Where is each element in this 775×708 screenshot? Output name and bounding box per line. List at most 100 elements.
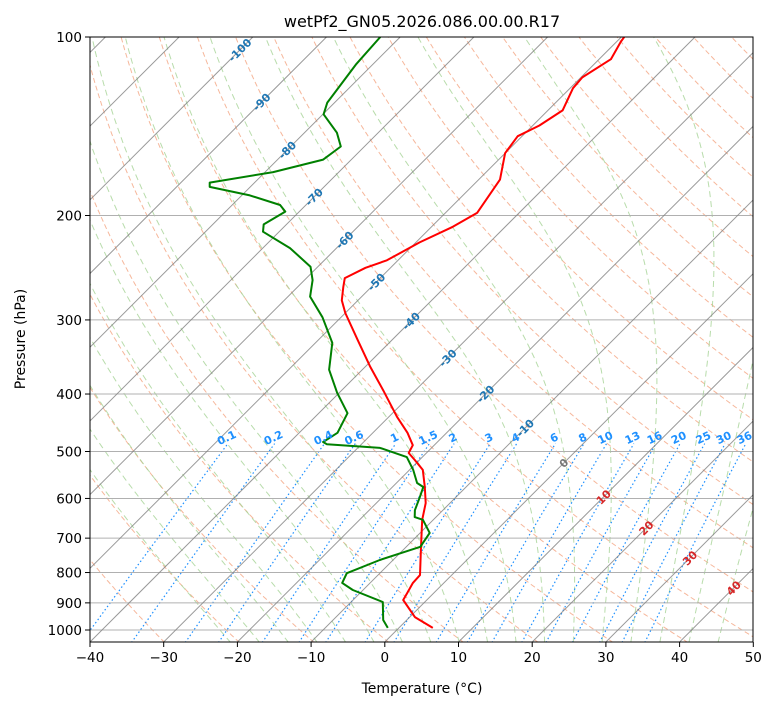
dry-adiabat-line [90,293,390,642]
mixing-ratio-label: 16 [645,429,665,447]
moist-adiabat-line [90,336,318,642]
moist-adiabat-line [688,357,753,642]
mixing-ratio-label: 25 [694,429,713,447]
mixing-ratio-line [521,443,635,642]
isotherm-line [90,37,622,570]
background-lines [90,37,775,643]
mixing-ratio-label: 3 [483,430,495,445]
mixing-ratio-label: 36 [735,429,755,447]
y-axis-label: Pressure (hPa) [13,289,29,389]
mixing-ratio-line [90,443,229,632]
isotherm-line [162,51,753,642]
mixing-ratio-label: 13 [623,429,642,447]
mixing-ratio-label: 20 [669,429,689,447]
dry-adiabat-line [692,37,753,100]
moist-adiabat-line [90,428,260,642]
mixing-ratio-line [261,443,397,642]
dry-adiabat-line [770,37,775,643]
x-tick-label: −20 [223,650,252,666]
x-tick-label: −10 [297,650,326,666]
dewpoint-trace [208,37,431,629]
x-tick-label: 30 [597,650,614,666]
dry-adiabat-line [90,63,539,642]
mixing-ratio-line [364,443,491,642]
moist-adiabat-line [653,37,715,642]
mixing-ratio-label: 8 [577,430,589,445]
isotherm-line [531,420,753,642]
chart-title: wetPf2_GN05.2026.086.00.00.R17 [284,12,560,32]
isotherm-label: -100 [226,36,255,65]
isotherm-line [236,125,753,642]
mixing-ratio-label: 0.1 [215,428,238,448]
y-tick-label: 900 [56,596,82,612]
dry-adiabat-line [120,37,614,642]
mixing-ratio-label: 6 [548,430,561,445]
dry-adiabat-line [158,37,688,642]
mixing-ratio-line [466,443,585,642]
isotherm-label: -80 [276,138,299,161]
dry-adiabat-line [273,37,753,549]
dry-adiabat-line [654,37,753,139]
dry-adiabat-line [90,189,464,642]
x-tick-label: 10 [450,650,467,666]
x-tick-label: −40 [76,650,105,666]
mixing-ratio-line [599,443,706,642]
mixing-ratio-label: 0.2 [262,428,285,448]
moist-adiabat-line [124,37,460,642]
isotherm-line [457,346,753,642]
x-axis-label: Temperature (°C) [361,681,483,697]
dry-adiabat-line [425,37,753,379]
isotherm-line [90,37,475,422]
y-tick-label: 500 [56,444,82,460]
temperature-trace [340,37,626,629]
moist-adiabat-line [90,468,231,642]
y-tick-label: 200 [56,209,82,225]
dry-adiabat-line [463,37,753,338]
y-tick-label: 100 [56,30,82,46]
moist-adiabat-line [91,37,432,642]
mixing-ratio-line [545,443,657,642]
x-tick-label: 20 [524,650,541,666]
dry-adiabat-line [235,37,753,593]
mixing-ratio-line [621,443,726,642]
moist-adiabat-line [524,37,658,642]
mixing-ratio-label: 1.5 [417,428,440,448]
isotherm-line [310,199,753,642]
x-tick-label: 40 [671,650,688,666]
plot-frame [89,36,754,643]
dry-adiabat-line [90,474,240,642]
isotherm-line [90,37,254,201]
moist-adiabat-line [264,37,546,642]
moist-adiabat-line [90,282,347,642]
mixing-ratio-line [298,443,430,642]
y-tick-label: 1000 [48,623,82,639]
y-tick-label: 600 [56,491,82,507]
moist-adiabat-line [90,218,375,642]
y-tick-label: 400 [56,387,82,403]
mixing-ratio-label: 30 [714,429,734,447]
y-tick-label: 300 [56,313,82,329]
mixing-ratio-line [572,443,681,642]
mixing-ratio-line [218,443,356,642]
moist-adiabat-line [417,37,612,642]
isotherm-line [90,37,327,275]
isotherm-line [605,494,753,642]
isotherm-line [384,273,753,642]
mixing-ratio-label: 0.6 [343,428,366,448]
y-tick-label: 800 [56,566,82,582]
moist-adiabat-line [90,139,403,642]
dry-adiabat-line [90,558,165,642]
mixing-ratio-label: 2 [447,430,459,445]
mixing-ratio-line [184,443,325,642]
mixing-ratio-line [491,443,608,642]
x-axis: −40 −30 −20 −10 0 10 20 30 40 50 [76,642,762,666]
isotherm-line [90,37,696,642]
x-tick-label: −30 [149,650,178,666]
moist-adiabat-line [90,384,289,642]
moist-adiabat-line [717,506,753,642]
mixing-ratio-label: 1 [388,430,400,445]
moist-adiabat-line [163,37,489,642]
dry-adiabat-line [90,386,315,642]
line-labels: 0.1 0.2 0.4 0.6 1 1.5 2 3 4 6 8 10 13 16 20 25 30 36-100-… [215,36,755,598]
